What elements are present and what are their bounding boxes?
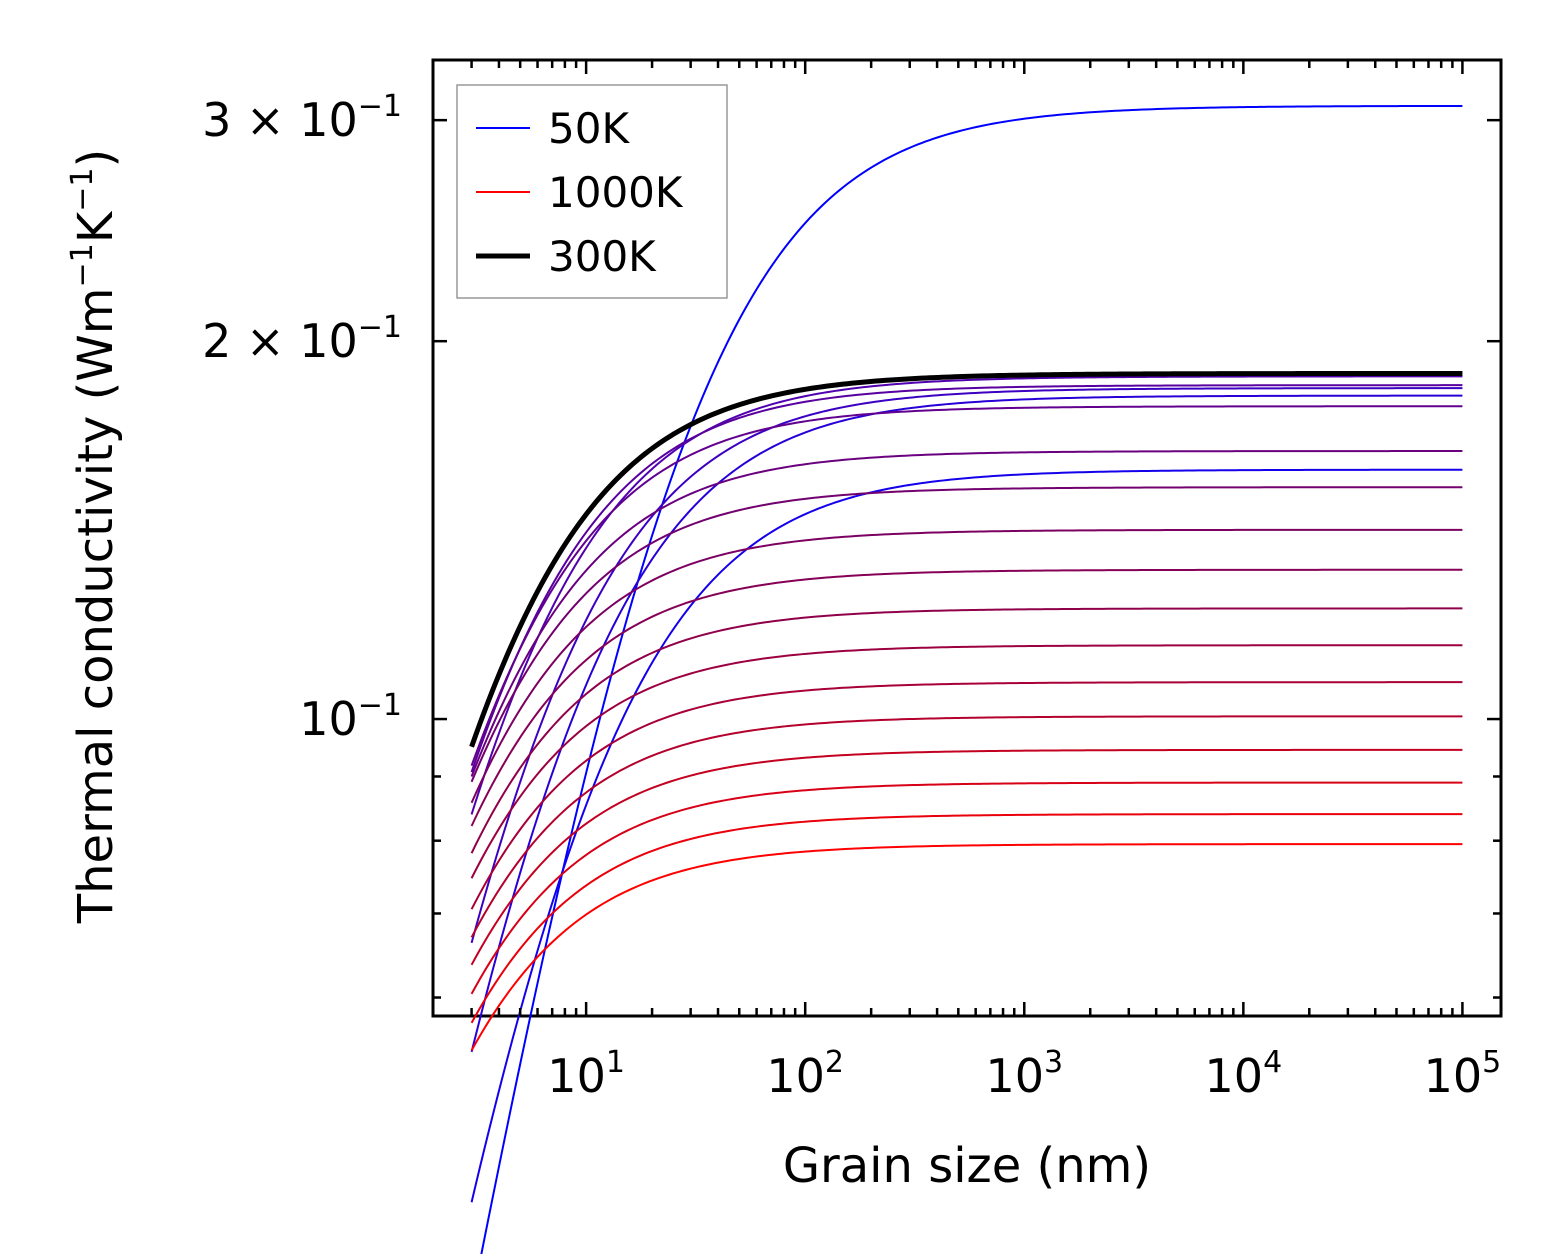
- series-line-1: [470, 468, 1463, 1203]
- series-line-3: [470, 387, 1463, 944]
- x-tick-label: 101: [547, 1045, 625, 1103]
- series-1000K-line: [470, 843, 1463, 1051]
- series-line-7: [470, 450, 1463, 777]
- series-line-9: [470, 528, 1463, 804]
- plot-area: 101 102 103 104 105 10−1 2 × 10−1 3 × 10−1: [202, 58, 1503, 1254]
- series-line-10: [470, 568, 1463, 827]
- series-line-13: [470, 681, 1463, 910]
- series-line-17: [470, 813, 1463, 1024]
- y-tick-label: 3 × 10−1: [202, 89, 402, 147]
- x-tick-label: 102: [766, 1045, 844, 1103]
- series-line-2: [470, 394, 1463, 1053]
- series-line-5: [470, 384, 1463, 773]
- x-axis-label: Grain size (nm): [783, 1138, 1151, 1194]
- legend-label-50K: 50K: [548, 104, 630, 153]
- y-axis-label: Thermal conductivity (Wm−1K−1): [65, 149, 124, 924]
- series-line-15: [470, 748, 1463, 966]
- x-tick-label: 105: [1424, 1045, 1502, 1103]
- legend: 50K 1000K 300K: [456, 84, 728, 299]
- series-line-11: [470, 607, 1463, 854]
- series-line-8: [470, 486, 1463, 783]
- series-line-6: [470, 405, 1463, 766]
- series-line-16: [470, 781, 1463, 995]
- ticks-layer: 101 102 103 104 105 10−1 2 × 10−1 3 × 10−1: [202, 60, 1501, 1103]
- series-line-14: [470, 715, 1463, 938]
- series-line-4: [470, 375, 1463, 815]
- y-tick-label: 2 × 10−1: [202, 310, 402, 368]
- x-tick-label: 104: [1205, 1045, 1283, 1103]
- x-tick-label: 103: [985, 1045, 1063, 1103]
- plot-frame: [431, 58, 1503, 1018]
- legend-label-1000K: 1000K: [548, 168, 684, 217]
- legend-label-300K: 300K: [548, 232, 657, 281]
- curves-layer: [469, 104, 1463, 1254]
- series-300K-line: [469, 370, 1463, 748]
- series-line-12: [470, 644, 1463, 879]
- y-tick-label: 10−1: [299, 688, 402, 746]
